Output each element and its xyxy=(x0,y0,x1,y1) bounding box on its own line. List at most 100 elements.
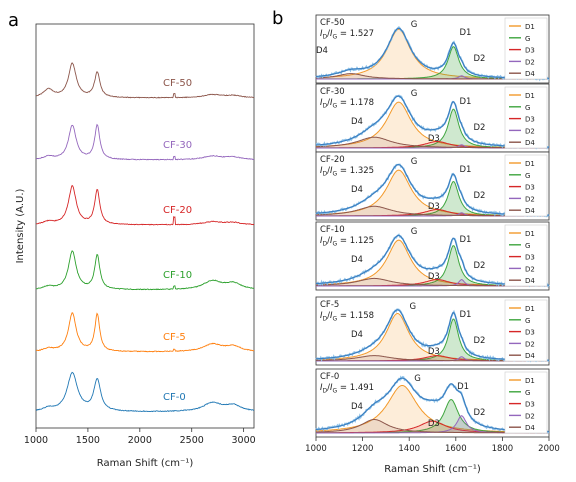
panel-b-xtick-label: 1800 xyxy=(492,444,514,454)
legend-label-d1: D1 xyxy=(525,160,535,168)
peak-label-d4: D4 xyxy=(351,330,363,340)
peak-label-g: G xyxy=(414,374,421,384)
legend-label-d3: D3 xyxy=(525,116,535,124)
component-fill-d3 xyxy=(316,141,549,148)
fit-panel-sample-label: CF-5 xyxy=(320,300,339,310)
peak-label-d1: D1 xyxy=(459,235,471,245)
component-fill-d4 xyxy=(316,419,549,433)
legend-box xyxy=(504,17,548,80)
legend-label-d1: D1 xyxy=(525,377,535,385)
legend-label-d4: D4 xyxy=(525,352,535,360)
sample-label-cf-20: CF-20 xyxy=(163,205,192,216)
component-fill-d3 xyxy=(316,355,549,361)
peak-label-g: G xyxy=(411,157,418,167)
spectrum-line-cf-5 xyxy=(35,312,255,353)
panel-a-xtick-label: 3000 xyxy=(232,435,256,446)
component-fill-d3 xyxy=(316,279,549,286)
spectrum-line-cf-50 xyxy=(35,62,255,99)
ratio-label: ID/IG = 1.491 xyxy=(320,383,374,395)
fit-panel-cf-0: CF-0ID/IG = 1.491 G D1 D2 D3 D4 D1 G D3 D2 D4 xyxy=(315,368,550,438)
panel-a-xtick-label: 1500 xyxy=(76,435,100,446)
panel-a-frame xyxy=(35,23,255,429)
ratio-label: ID/IG = 1.527 xyxy=(320,29,374,41)
panel-a-xtick-label: 2500 xyxy=(180,435,204,446)
component-fill-d4 xyxy=(316,206,549,216)
legend-label-d3: D3 xyxy=(525,329,535,337)
peak-label-g: G xyxy=(411,227,418,237)
legend-label-g: G xyxy=(525,317,530,325)
legend-box xyxy=(504,299,548,362)
sample-label-cf-0: CF-0 xyxy=(163,392,186,403)
peak-label-d3: D3 xyxy=(428,134,440,144)
legend-label-d2: D2 xyxy=(525,340,535,348)
legend-box xyxy=(504,154,548,217)
peak-label-d2: D2 xyxy=(473,336,485,346)
panel-b-xtick-label: 2000 xyxy=(538,444,560,454)
legend-label-d4: D4 xyxy=(525,70,535,78)
legend-label-d1: D1 xyxy=(525,230,535,238)
legend-label-g: G xyxy=(525,35,530,43)
component-fill-d3 xyxy=(316,421,549,433)
sample-label-cf-5: CF-5 xyxy=(163,332,186,343)
peak-label-g: G xyxy=(410,302,417,312)
panel-b-letter: b xyxy=(272,8,283,29)
spectrum-line-cf-20 xyxy=(35,184,255,226)
legend-label-d4: D4 xyxy=(525,424,535,432)
ratio-label: ID/IG = 1.325 xyxy=(320,166,374,178)
ratio-label: ID/IG = 1.158 xyxy=(320,311,374,323)
panel-b-xtick-label: 1200 xyxy=(352,444,374,454)
panel-b-xtick-label: 1600 xyxy=(445,444,467,454)
peak-label-d3: D3 xyxy=(428,347,440,357)
peak-label-d2: D2 xyxy=(473,408,485,418)
legend-label-g: G xyxy=(525,242,530,250)
legend-label-d2: D2 xyxy=(525,265,535,273)
peak-label-d1: D1 xyxy=(457,382,469,392)
legend-label-g: G xyxy=(525,389,530,397)
legend-label-d3: D3 xyxy=(525,47,535,55)
panel-b-xtick-label: 1400 xyxy=(398,444,420,454)
legend-box xyxy=(504,86,548,149)
panel-a-xtick-label: 2000 xyxy=(128,435,152,446)
legend-label-d1: D1 xyxy=(525,23,535,31)
spectrum-line-cf-30 xyxy=(35,123,255,161)
panel-a-xlabel: Raman Shift (cm⁻¹) xyxy=(97,458,194,469)
sample-label-cf-50: CF-50 xyxy=(163,78,192,89)
peak-label-d1: D1 xyxy=(459,310,471,320)
legend-label-g: G xyxy=(525,104,530,112)
legend-label-d2: D2 xyxy=(525,58,535,66)
peak-label-d1: D1 xyxy=(459,97,471,107)
peak-label-d2: D2 xyxy=(473,123,485,133)
spectrum-line-cf-10 xyxy=(35,250,255,291)
peak-label-d4: D4 xyxy=(351,402,363,412)
peak-label-d3: D3 xyxy=(428,419,440,429)
peak-label-g: G xyxy=(411,89,418,99)
legend-label-d3: D3 xyxy=(525,184,535,192)
legend-label-d2: D2 xyxy=(525,127,535,135)
component-fill-d1 xyxy=(316,170,549,216)
component-fill-d1 xyxy=(316,313,549,361)
ratio-label: ID/IG = 1.178 xyxy=(320,98,374,110)
legend-label-d4: D4 xyxy=(525,207,535,215)
component-fill-d1 xyxy=(316,102,549,148)
peak-label-d2: D2 xyxy=(473,54,485,64)
legend-box xyxy=(504,224,548,287)
spectrum-line-cf-0 xyxy=(35,371,255,413)
legend-label-d2: D2 xyxy=(525,195,535,203)
component-fill-d4 xyxy=(316,278,549,286)
panel-b-xtick-label: 1000 xyxy=(305,444,327,454)
sample-label-cf-30: CF-30 xyxy=(163,140,192,151)
fit-panel-cf-5: CF-5ID/IG = 1.158 G D1 D2 D3 D4 D1 G D3 D2 D4 xyxy=(315,296,550,366)
legend-label-d3: D3 xyxy=(525,254,535,262)
fit-panel-sample-label: CF-50 xyxy=(320,18,345,28)
legend-label-d4: D4 xyxy=(525,139,535,147)
peak-label-d4: D4 xyxy=(351,255,363,265)
peak-label-d4: D4 xyxy=(351,185,363,195)
sample-label-cf-10: CF-10 xyxy=(163,270,192,281)
peak-label-d4: D4 xyxy=(351,117,363,127)
component-fill-d4 xyxy=(316,355,549,361)
